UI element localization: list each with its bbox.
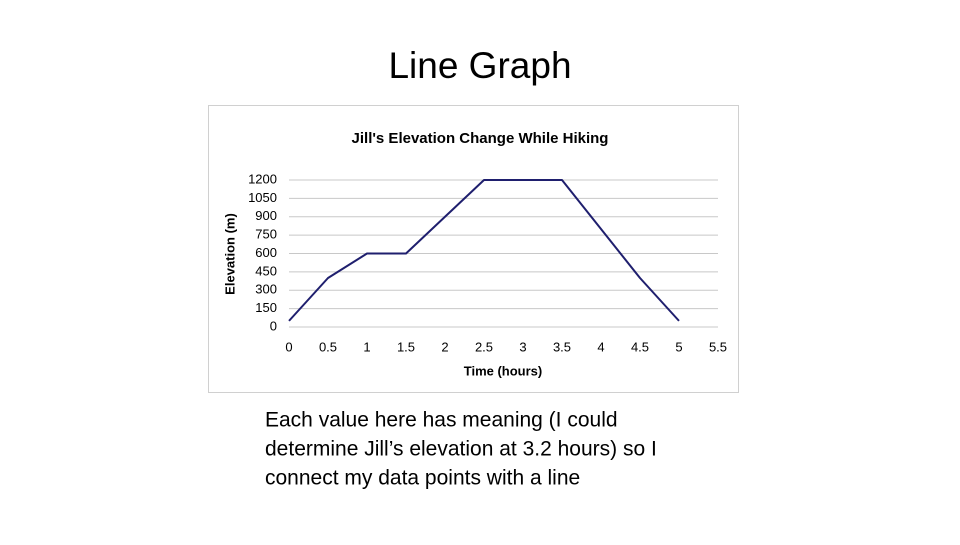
x-tick-label: 3: [519, 339, 526, 354]
y-tick-label: 300: [255, 282, 277, 297]
y-axis-label: Elevation (m): [222, 213, 237, 295]
x-tick-label: 0.5: [319, 339, 337, 354]
y-tick-label: 750: [255, 227, 277, 242]
caption-line: connect my data points with a line: [265, 467, 580, 490]
caption-line: Each value here has meaning (I could: [265, 409, 618, 432]
y-tick-label: 1050: [248, 190, 277, 205]
x-tick-label: 5: [675, 339, 682, 354]
y-tick-label: 450: [255, 263, 277, 278]
y-tick-label: 0: [270, 318, 277, 333]
x-tick-label: 4.5: [631, 339, 649, 354]
y-tick-label: 150: [255, 300, 277, 315]
x-tick-label: 4: [597, 339, 604, 354]
chart-frame: [208, 105, 739, 393]
y-tick-label: 1200: [248, 171, 277, 186]
x-tick-label: 1.5: [397, 339, 415, 354]
x-axis-label: Time (hours): [464, 363, 543, 378]
y-tick-label: 600: [255, 245, 277, 260]
x-tick-label: 0: [285, 339, 292, 354]
x-tick-label: 1: [363, 339, 370, 354]
x-tick-label: 2: [441, 339, 448, 354]
chart-title: Jill's Elevation Change While Hiking: [352, 130, 609, 147]
x-tick-label: 2.5: [475, 339, 493, 354]
data-line: [288, 179, 680, 322]
slide-title: Line Graph: [388, 45, 571, 86]
x-tick-label: 3.5: [553, 339, 571, 354]
x-tick-label: 5.5: [709, 339, 727, 354]
y-tick-label: 900: [255, 208, 277, 223]
caption-line: determine Jill’s elevation at 3.2 hours)…: [265, 438, 657, 461]
